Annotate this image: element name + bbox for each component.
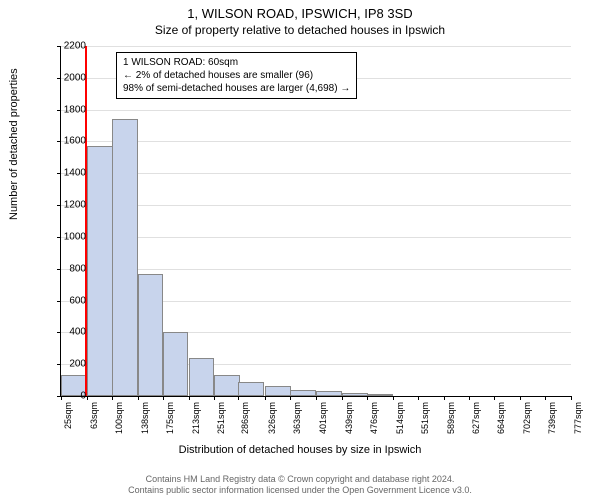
y-tick-label: 1600: [64, 136, 86, 147]
x-tick-label: 63sqm: [89, 402, 99, 429]
histogram-bar: [367, 394, 393, 396]
histogram-bar: [290, 390, 316, 396]
y-tick-label: 1800: [64, 104, 86, 115]
histogram-bar: [138, 274, 164, 397]
x-tick-label: 286sqm: [240, 402, 250, 434]
x-tick-label: 739sqm: [547, 402, 557, 434]
y-tick-label: 1000: [64, 231, 86, 242]
annotation-line: ← 2% of detached houses are smaller (96): [123, 69, 350, 82]
y-tick-label: 600: [69, 295, 86, 306]
x-tick-label: 363sqm: [292, 402, 302, 434]
x-tick-label: 627sqm: [471, 402, 481, 434]
histogram-bar: [189, 358, 215, 396]
x-tick-label: 551sqm: [420, 402, 430, 434]
y-tick-label: 1200: [64, 200, 86, 211]
x-axis-label: Distribution of detached houses by size …: [0, 444, 600, 456]
x-tick-label: 213sqm: [191, 402, 201, 434]
histogram-bar: [214, 375, 240, 396]
footer-attribution: Contains HM Land Registry data © Crown c…: [0, 474, 600, 496]
histogram-bar: [316, 391, 342, 396]
x-tick-label: 251sqm: [216, 402, 226, 434]
histogram-bar: [238, 382, 264, 396]
x-tick-label: 100sqm: [114, 402, 124, 434]
y-tick-label: 2000: [64, 72, 86, 83]
x-tick-label: 702sqm: [522, 402, 532, 434]
y-tick-label: 2200: [64, 41, 86, 52]
histogram-bar: [112, 119, 138, 396]
page-subtitle: Size of property relative to detached ho…: [0, 21, 600, 37]
x-tick-label: 514sqm: [395, 402, 405, 434]
histogram-bar: [265, 386, 291, 396]
x-tick-label: 175sqm: [165, 402, 175, 434]
annotation-line: 1 WILSON ROAD: 60sqm: [123, 56, 350, 69]
x-tick-label: 664sqm: [496, 402, 506, 434]
x-tick-label: 25sqm: [63, 402, 73, 429]
footer-line: Contains HM Land Registry data © Crown c…: [0, 474, 600, 485]
histogram-bar: [163, 332, 189, 396]
reference-line: [85, 46, 87, 396]
x-tick-label: 439sqm: [344, 402, 354, 434]
x-tick-label: 589sqm: [446, 402, 456, 434]
annotation-line: 98% of semi-detached houses are larger (…: [123, 82, 350, 95]
y-tick-label: 1400: [64, 168, 86, 179]
x-tick-label: 138sqm: [140, 402, 150, 434]
histogram-chart: 1 WILSON ROAD: 60sqm← 2% of detached hou…: [60, 46, 571, 397]
x-tick-label: 326sqm: [267, 402, 277, 434]
y-tick-label: 800: [69, 263, 86, 274]
y-axis-label: Number of detached properties: [8, 68, 20, 220]
y-tick-label: 200: [69, 359, 86, 370]
histogram-bar: [87, 146, 113, 396]
page-title: 1, WILSON ROAD, IPSWICH, IP8 3SD: [0, 0, 600, 21]
x-tick-label: 476sqm: [369, 402, 379, 434]
x-tick-label: 401sqm: [318, 402, 328, 434]
annotation-box: 1 WILSON ROAD: 60sqm← 2% of detached hou…: [116, 52, 357, 99]
footer-line: Contains public sector information licen…: [0, 485, 600, 496]
histogram-bar: [342, 393, 368, 396]
y-tick-label: 400: [69, 327, 86, 338]
y-tick-label: 0: [80, 391, 86, 402]
x-tick-label: 777sqm: [573, 402, 583, 434]
